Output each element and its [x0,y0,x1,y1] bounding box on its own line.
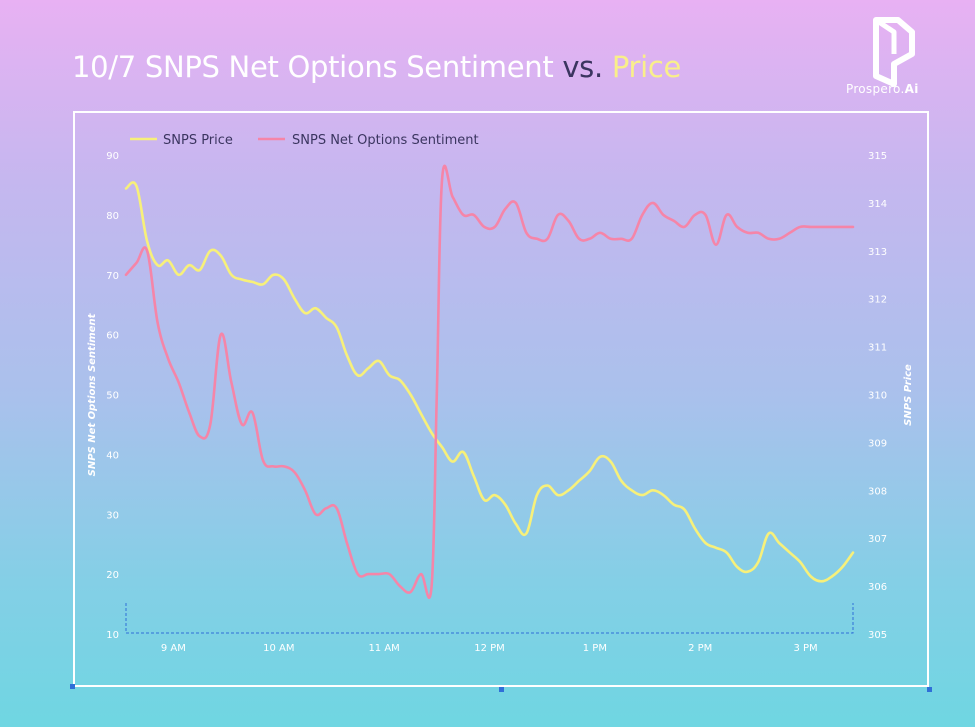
y-right-tick-label: 312 [868,295,887,306]
logo-text-main: Prospero. [846,82,905,96]
title-sentiment-part: 10/7 SNPS Net Options Sentiment [72,50,554,84]
y-left-tick-label: 90 [106,151,119,162]
chart-title: 10/7 SNPS Net Options Sentiment vs. Pric… [72,50,681,84]
chart-frame [73,111,929,687]
frame-handle-left[interactable] [70,684,75,689]
legend-label-sentiment: SNPS Net Options Sentiment [292,133,479,148]
y-right-tick-label: 310 [868,391,887,402]
y-left-tick-label: 50 [106,391,119,402]
y-axis-left-title: SNPS Net Options Sentiment [87,312,98,476]
y-right-tick-label: 306 [868,582,887,593]
x-tick-label: 9 AM [161,643,186,654]
y-right-tick-label: 305 [868,630,887,641]
y-right-tick-label: 311 [868,343,887,354]
legend: SNPS Price SNPS Net Options Sentiment [130,133,479,148]
y-axis-left: 10 20 30 40 50 60 70 80 90 [106,151,119,641]
y-left-tick-label: 30 [106,510,119,521]
x-axis: 9 AM 10 AM 11 AM 12 PM 1 PM 2 PM 3 PM [161,643,818,654]
legend-label-price: SNPS Price [163,133,233,148]
y-left-tick-label: 70 [106,271,119,282]
y-right-tick-label: 308 [868,486,887,497]
series-line-price [124,181,855,583]
y-left-tick-label: 60 [106,331,119,342]
y-axis-right: 305 306 307 308 309 310 311 312 313 314 315 [868,151,887,641]
y-left-tick-label: 40 [106,450,119,461]
y-left-tick-label: 10 [106,630,119,641]
y-right-tick-label: 314 [868,199,887,210]
y-right-tick-label: 315 [868,151,887,162]
logo-text-suffix: Ai [904,82,919,96]
y-left-tick-label: 20 [106,570,119,581]
title-price-part: Price [611,50,682,84]
title-vs: vs. [553,50,612,84]
y-left-tick-label: 80 [106,211,119,222]
prospero-logo-icon [873,17,915,87]
frame-handle-center[interactable] [499,687,504,692]
x-tick-label: 10 AM [263,643,294,654]
x-tick-label: 12 PM [474,643,505,654]
x-tick-label: 1 PM [583,643,607,654]
y-axis-right-title: SNPS Price [903,364,914,426]
x-tick-label: 2 PM [688,643,712,654]
y-right-tick-label: 313 [868,247,887,258]
logo-wordmark: Prospero.Ai [846,82,919,96]
x-tick-label: 3 PM [793,643,817,654]
series-lines [124,164,855,599]
frame-handle-right[interactable] [927,687,932,692]
series-line-sentiment [124,164,855,599]
y-right-tick-label: 307 [868,534,887,545]
selection-box [125,603,854,634]
y-right-tick-label: 309 [868,438,887,449]
x-tick-label: 11 AM [368,643,399,654]
